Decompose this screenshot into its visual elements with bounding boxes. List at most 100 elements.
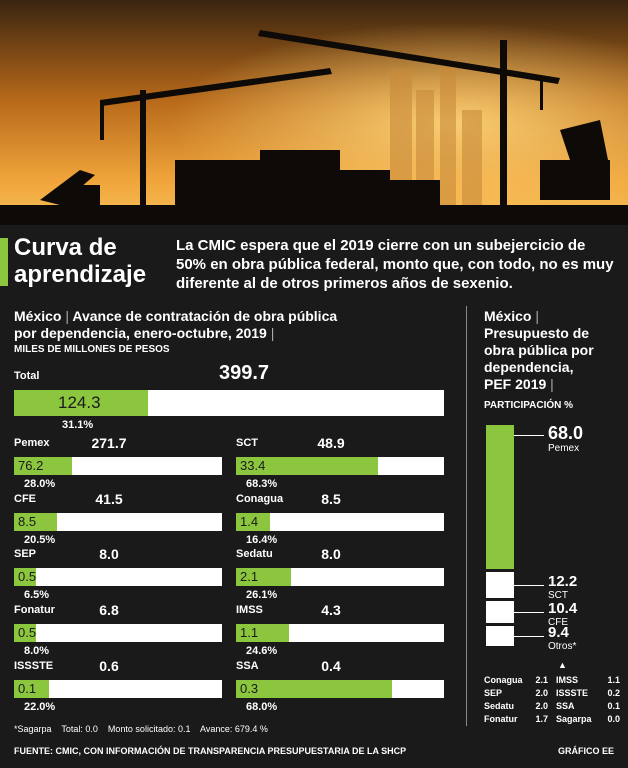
bar-fill-cfe — [14, 513, 57, 531]
note-avance: Avance: 679.4 % — [199, 724, 268, 734]
others-name-sep: SEP — [484, 688, 503, 698]
bar-track-cfe: 8.5 — [14, 513, 222, 531]
bar-track-pemex: 76.2 — [14, 457, 222, 475]
others-name-conagua: Conagua — [484, 675, 523, 685]
others-name-fonatur: Fonatur — [484, 714, 518, 724]
others-value-fonatur: 1.7 — [535, 714, 548, 724]
right-chart-title-line1: Presupuesto de — [484, 325, 590, 341]
pef-label-otros-: Otros* — [548, 641, 577, 653]
others-value-conagua: 2.1 — [535, 675, 548, 685]
bar-value-fonatur: 0.5 — [18, 625, 37, 640]
dep-name-issste: ISSSTE — [14, 660, 54, 672]
bar-fill-ssa — [236, 680, 392, 698]
bar-value-conagua: 1.4 — [240, 514, 259, 529]
page-title-line1: Curva de — [14, 234, 117, 261]
dep-pct-issste: 22.0% — [24, 701, 56, 713]
dep-total-issste: 0.6 — [99, 658, 119, 674]
dep-name-imss: IMSS — [236, 604, 263, 616]
bar-fill-sep — [14, 568, 36, 586]
lead-text: La CMIC espera que el 2019 cierre con un… — [176, 237, 614, 292]
bar-fill-pemex — [14, 457, 73, 475]
source-note: FUENTE: CMIC, CON INFORMACIÓN DE TRANSPA… — [14, 746, 407, 756]
graphic-credit: GRÁFICO EE — [558, 746, 615, 756]
separator: | — [65, 308, 69, 324]
pef-bar-pemex — [486, 425, 514, 570]
bar-track-sedatu: 2.1 — [236, 568, 444, 586]
right-chart-title: México | Presupuesto de obra pública por… — [484, 308, 594, 393]
pef-bar-cfe — [486, 601, 514, 624]
pef-label-sct: SCT — [548, 590, 568, 602]
bar-track-total: 124.3 — [14, 390, 444, 416]
right-chart-title-line4: PEF 2019 — [484, 376, 547, 392]
bar-value-imss: 1.1 — [240, 625, 259, 640]
right-chart-country: México — [484, 308, 532, 324]
pef-value-sct: 12.2 — [548, 573, 578, 591]
pef-label-cfe: CFE — [548, 617, 568, 629]
left-chart-title: México | Avance de contratación de obra … — [14, 308, 337, 342]
bar-fill-sct — [236, 457, 379, 475]
others-value-imss: 1.1 — [607, 675, 620, 685]
right-chart-title-line3: dependencia, — [484, 359, 574, 375]
dep-pct-cfe: 20.5% — [24, 534, 56, 546]
others-value-ssa: 0.1 — [607, 701, 620, 711]
dep-name-conagua: Conagua — [236, 493, 284, 505]
bar-fill-total — [14, 390, 148, 416]
left-chart-country: México — [14, 308, 62, 324]
others-item-sedatu: Sedatu 2.0 — [484, 701, 548, 711]
others-item-sagarpa: Sagarpa 0.0 — [556, 714, 620, 724]
dep-total-conagua: 8.5 — [321, 491, 341, 507]
others-item-fonatur: Fonatur 1.7 — [484, 714, 548, 724]
pef-label-pemex: Pemex — [548, 443, 580, 454]
dep-total-ssa: 0.4 — [321, 658, 341, 674]
dep-total-total: 399.7 — [218, 362, 270, 384]
hero-image — [0, 0, 628, 225]
bar-fill-imss — [236, 624, 290, 642]
dep-total-sedatu: 8.0 — [321, 546, 341, 562]
others-value-sedatu: 2.0 — [535, 701, 548, 711]
bar-fill-fonatur — [14, 624, 36, 642]
bar-fill-sedatu — [236, 568, 291, 586]
dep-total-pemex: 271.7 — [91, 435, 127, 451]
others-value-sagarpa: 0.0 — [607, 714, 620, 724]
pef-leader-sct — [514, 585, 544, 587]
others-name-issste: ISSSTE — [556, 688, 589, 698]
pef-leader-cfe — [514, 612, 544, 614]
dep-pct-sep: 6.5% — [24, 589, 50, 601]
dep-name-sedatu: Sedatu — [236, 548, 273, 560]
dep-total-fonatur: 6.8 — [99, 602, 119, 618]
left-chart-title-line1: Avance de contratación de obra pública — [72, 308, 338, 324]
bar-track-imss: 1.1 — [236, 624, 444, 642]
others-item-issste: ISSSTE 0.2 — [556, 688, 620, 698]
bar-value-issste: 0.1 — [18, 681, 37, 696]
bar-fill-conagua — [236, 513, 271, 531]
title-accent-bar — [0, 238, 8, 286]
bar-track-conagua: 1.4 — [236, 513, 444, 531]
separator: | — [535, 308, 539, 324]
dep-total-sep: 8.0 — [99, 546, 119, 562]
dep-name-fonatur: Fonatur — [14, 604, 55, 616]
bar-value-sct: 33.4 — [240, 458, 266, 473]
dep-pct-conagua: 16.4% — [246, 534, 278, 546]
pef-leader-otros- — [514, 636, 544, 638]
bar-value-sep: 0.5 — [18, 569, 37, 584]
bar-track-ssa: 0.3 — [236, 680, 444, 698]
column-divider — [466, 306, 467, 726]
pef-value-otros-: 9.4 — [548, 624, 569, 642]
dep-name-sct: SCT — [236, 437, 258, 449]
separator: | — [270, 325, 275, 341]
dep-pct-sedatu: 26.1% — [246, 589, 278, 601]
bar-value-ssa: 0.3 — [240, 681, 259, 696]
bar-value-cfe: 8.5 — [18, 514, 37, 529]
pef-value-pemex: 68.0 — [548, 423, 584, 443]
dep-name-cfe: CFE — [14, 493, 36, 505]
others-name-imss: IMSS — [556, 675, 579, 685]
note-sagarpa: *Sagarpa — [14, 724, 52, 734]
dep-total-cfe: 41.5 — [95, 491, 123, 507]
dep-pct-ssa: 68.0% — [246, 701, 278, 713]
pef-value-cfe: 10.4 — [548, 600, 578, 618]
others-arrow: ▲ — [558, 660, 567, 670]
others-item-conagua: Conagua 2.1 — [484, 675, 548, 685]
others-item-ssa: SSA 0.1 — [556, 701, 620, 711]
dep-pct-fonatur: 8.0% — [24, 645, 50, 657]
dep-pct-sct: 68.3% — [246, 478, 278, 490]
